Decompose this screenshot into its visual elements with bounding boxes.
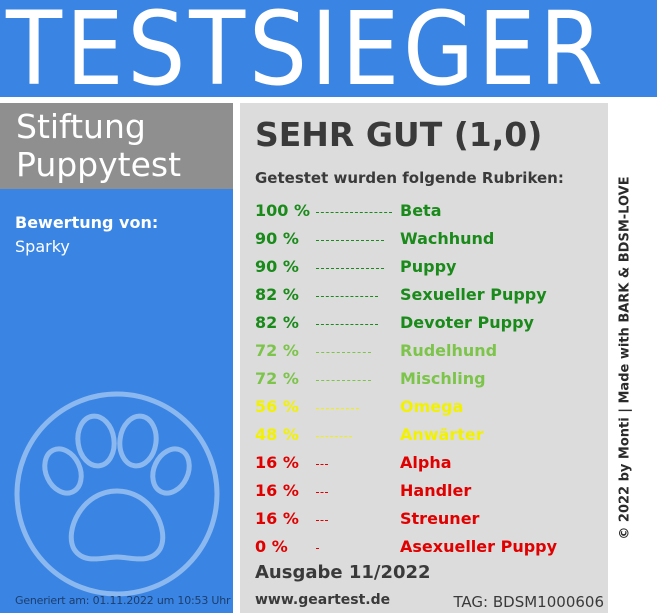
category-bar	[316, 212, 392, 213]
category-percent: 16 %	[255, 509, 299, 528]
category-name: Streuner	[400, 509, 480, 528]
category-percent: 16 %	[255, 481, 299, 500]
category-row: 82 % Devoter Puppy	[255, 309, 605, 337]
issue-label: Ausgabe 11/2022	[255, 562, 431, 583]
website: www.geartest.de	[255, 592, 391, 608]
category-row: 16 % Streuner	[255, 505, 605, 533]
reviewer-label: Bewertung von:	[15, 213, 159, 232]
category-percent: 100 %	[255, 201, 310, 220]
category-row: 100 % Beta	[255, 197, 605, 225]
category-row: 56 % Omega	[255, 393, 605, 421]
category-bar	[316, 464, 328, 465]
category-row: 72 % Rudelhund	[255, 337, 605, 365]
category-row: 82 % Sexueller Puppy	[255, 281, 605, 309]
category-row: 90 % Puppy	[255, 253, 605, 281]
category-name: Omega	[400, 397, 464, 416]
category-bar	[316, 296, 378, 297]
credit-strip: © 2022 by Monti | Made with BARK & BDSM-…	[613, 103, 637, 613]
category-percent: 90 %	[255, 229, 299, 248]
category-name: Alpha	[400, 453, 452, 472]
result-panel: SEHR GUT (1,0) Getestet wurden folgende …	[240, 103, 608, 613]
brand-box: Stiftung Puppytest	[0, 103, 233, 189]
category-bar	[316, 492, 328, 493]
credit-text: © 2022 by Monti | Made with BARK & BDSM-…	[617, 176, 633, 540]
verdict: SEHR GUT (1,0)	[255, 115, 543, 154]
category-percent: 90 %	[255, 257, 299, 276]
category-bar	[316, 408, 359, 409]
category-percent: 82 %	[255, 313, 299, 332]
category-row: 90 % Wachhund	[255, 225, 605, 253]
category-bar	[316, 520, 328, 521]
category-row: 16 % Alpha	[255, 449, 605, 477]
paw-icon	[14, 391, 220, 597]
category-bar	[316, 436, 352, 437]
category-percent: 72 %	[255, 341, 299, 360]
category-row: 16 % Handler	[255, 477, 605, 505]
categories-intro: Getestet wurden folgende Rubriken:	[255, 169, 564, 187]
category-name: Sexueller Puppy	[400, 285, 547, 304]
category-name: Asexueller Puppy	[400, 537, 558, 556]
banner-title: TESTSIEGER	[6, 0, 607, 97]
category-name: Puppy	[400, 257, 457, 276]
category-row: 0 % Asexueller Puppy	[255, 533, 605, 561]
category-percent: 16 %	[255, 453, 299, 472]
category-percent: 82 %	[255, 285, 299, 304]
category-bar	[316, 240, 384, 241]
category-bar	[316, 380, 371, 381]
reviewer-name: Sparky	[15, 237, 70, 256]
category-name: Beta	[400, 201, 442, 220]
generated-timestamp: Generiert am: 01.11.2022 um 10:53 Uhr	[15, 594, 231, 607]
category-bar	[316, 324, 378, 325]
category-name: Wachhund	[400, 229, 495, 248]
tag-id: TAG: BDSM1000606	[453, 593, 604, 611]
category-list: 100 % Beta 90 % Wachhund 90 % Puppy 82 % Sexuel…	[255, 197, 605, 561]
left-column: Stiftung Puppytest Bewertung von: Sparky…	[0, 103, 233, 613]
category-percent: 56 %	[255, 397, 299, 416]
category-bar	[316, 548, 319, 549]
category-row: 72 % Mischling	[255, 365, 605, 393]
category-name: Anwärter	[400, 425, 484, 444]
category-name: Devoter Puppy	[400, 313, 534, 332]
banner: TESTSIEGER	[0, 0, 657, 97]
category-name: Handler	[400, 481, 472, 500]
brand-line-2: Puppytest	[16, 145, 182, 184]
category-bar	[316, 268, 384, 269]
category-row: 48 % Anwärter	[255, 421, 605, 449]
category-percent: 0 %	[255, 537, 288, 556]
category-name: Mischling	[400, 369, 486, 388]
brand-line-1: Stiftung	[16, 107, 146, 146]
category-name: Rudelhund	[400, 341, 498, 360]
category-percent: 48 %	[255, 425, 299, 444]
category-percent: 72 %	[255, 369, 299, 388]
category-bar	[316, 352, 371, 353]
